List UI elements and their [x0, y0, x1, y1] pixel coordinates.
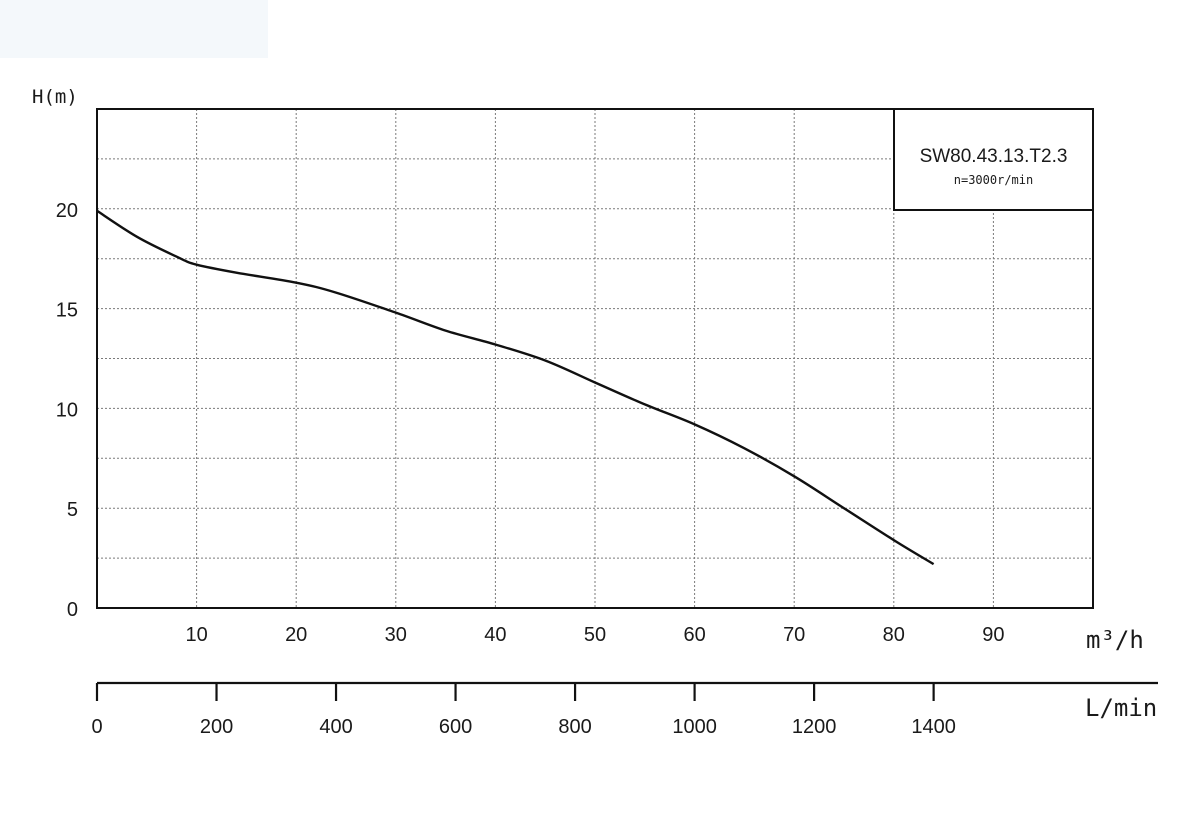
major-gridlines — [97, 109, 1093, 608]
x-tick-label: 80 — [883, 624, 905, 646]
y-tick-labels: 0 5 10 15 20 — [56, 200, 78, 621]
x-tick-label: 90 — [982, 624, 1004, 646]
secondary-axis-unit-label: L/min — [1085, 694, 1157, 722]
y-tick-label: 15 — [56, 300, 78, 322]
x-tick-label: 10 — [185, 624, 207, 646]
secondary-tick-label: 1400 — [911, 716, 956, 738]
secondary-axis: 0 200 400 600 800 1000 1200 1400 — [91, 681, 1158, 738]
x-tick-label: 30 — [385, 624, 407, 646]
y-axis-label: H(m) — [32, 86, 78, 108]
x-tick-label: 60 — [683, 624, 705, 646]
secondary-tick-label: 400 — [319, 716, 352, 738]
head-flow-curve — [96, 209, 935, 566]
curve-layer — [96, 209, 935, 566]
secondary-tick-label: 1200 — [792, 716, 837, 738]
x-tick-label: 20 — [285, 624, 307, 646]
background-patch — [0, 0, 268, 58]
x-tick-label: 70 — [783, 624, 805, 646]
secondary-tick-label: 600 — [439, 716, 472, 738]
secondary-tick-label: 1000 — [672, 716, 717, 738]
y-tick-label: 5 — [67, 499, 78, 521]
y-tick-label: 0 — [67, 599, 78, 621]
secondary-tick-label: 0 — [91, 716, 102, 738]
model-label: SW80.43.13.T2.3 — [920, 146, 1068, 167]
plot-frame — [96, 108, 1094, 609]
speed-label: n=3000r/min — [954, 173, 1033, 187]
x-tick-label: 40 — [484, 624, 506, 646]
x-tick-labels: 10 20 30 40 50 60 70 80 90 — [185, 624, 1004, 646]
y-tick-label: 10 — [56, 399, 78, 421]
x-tick-label: 50 — [584, 624, 606, 646]
legend-frame — [893, 108, 1094, 211]
legend-box: SW80.43.13.T2.3 n=3000r/min — [893, 108, 1094, 211]
secondary-tick-label: 800 — [558, 716, 591, 738]
x-axis-unit-label: m³/h — [1086, 626, 1144, 654]
secondary-tick-label: 200 — [200, 716, 233, 738]
y-tick-label: 20 — [56, 200, 78, 222]
